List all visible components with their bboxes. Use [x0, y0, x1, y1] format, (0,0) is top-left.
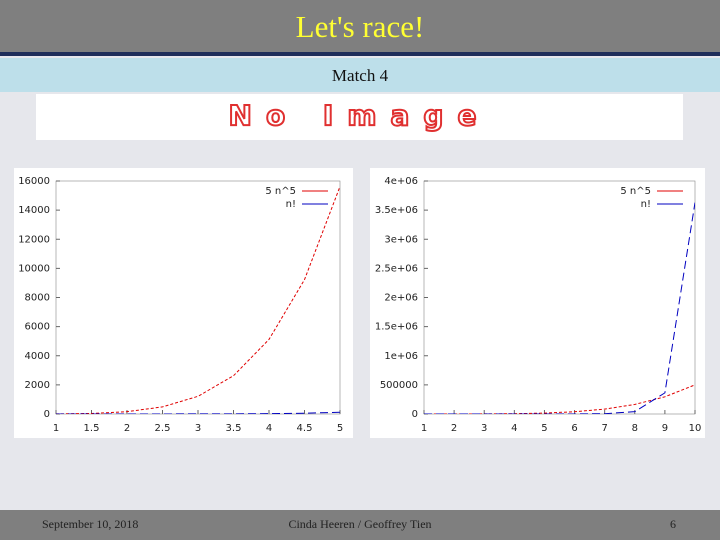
y-tick-label: 14000 — [18, 205, 50, 216]
x-tick-label: 1 — [53, 423, 59, 434]
chart-panel — [14, 168, 353, 438]
legend-label: 5 n^5 — [620, 186, 651, 197]
y-tick-label: 2e+06 — [384, 293, 418, 304]
y-tick-label: 12000 — [18, 234, 50, 245]
series-line — [424, 384, 695, 414]
x-tick-label: 5 — [337, 423, 343, 434]
x-tick-label: 2.5 — [155, 423, 171, 434]
y-tick-label: 4000 — [25, 351, 50, 362]
series-line — [424, 202, 695, 414]
x-tick-label: 3 — [195, 423, 201, 434]
y-tick-label: 2.5e+06 — [375, 263, 418, 274]
x-tick-label: 3.5 — [226, 423, 242, 434]
x-tick-label: 4.5 — [297, 423, 313, 434]
y-tick-label: 6000 — [25, 322, 50, 333]
x-tick-label: 5 — [541, 423, 547, 434]
footer-date: September 10, 2018 — [42, 517, 139, 531]
x-tick-label: 4 — [266, 423, 272, 434]
x-tick-label: 4 — [511, 423, 517, 434]
x-tick-label: 1.5 — [84, 423, 100, 434]
y-tick-label: 8000 — [25, 293, 50, 304]
footer-authors: Cinda Heeren / Geoffrey Tien — [288, 517, 432, 531]
image-placeholder: No Image — [36, 94, 683, 140]
x-tick-label: 6 — [571, 423, 577, 434]
x-tick-label: 7 — [601, 423, 607, 434]
y-tick-label: 1.5e+06 — [375, 322, 418, 333]
legend-label: n! — [286, 199, 296, 210]
subtitle: Match 4 — [0, 58, 720, 92]
y-tick-label: 4e+06 — [384, 176, 418, 187]
x-tick-label: 9 — [662, 423, 668, 434]
y-tick-label: 0 — [412, 409, 418, 420]
y-tick-label: 2000 — [25, 380, 50, 391]
slide-title: Let's race! — [295, 9, 425, 44]
y-tick-label: 1e+06 — [384, 351, 418, 362]
y-tick-label: 0 — [44, 409, 50, 420]
footer: September 10, 2018 Cinda Heeren / Geoffr… — [0, 510, 720, 540]
y-tick-label: 10000 — [18, 263, 50, 274]
x-tick-label: 8 — [632, 423, 638, 434]
y-tick-label: 16000 — [18, 176, 50, 187]
x-tick-label: 2 — [124, 423, 130, 434]
x-tick-label: 1 — [421, 423, 427, 434]
x-tick-label: 10 — [689, 423, 702, 434]
x-tick-label: 2 — [451, 423, 457, 434]
legend-label: n! — [641, 199, 651, 210]
legend-label: 5 n^5 — [265, 186, 296, 197]
series-line — [56, 186, 340, 414]
page-number: 6 — [670, 517, 676, 531]
y-tick-label: 3e+06 — [384, 234, 418, 245]
title-bar: Let's race! — [0, 0, 720, 56]
y-tick-label: 500000 — [380, 380, 418, 391]
x-tick-label: 3 — [481, 423, 487, 434]
chart-panel — [370, 168, 705, 438]
y-tick-label: 3.5e+06 — [375, 205, 418, 216]
